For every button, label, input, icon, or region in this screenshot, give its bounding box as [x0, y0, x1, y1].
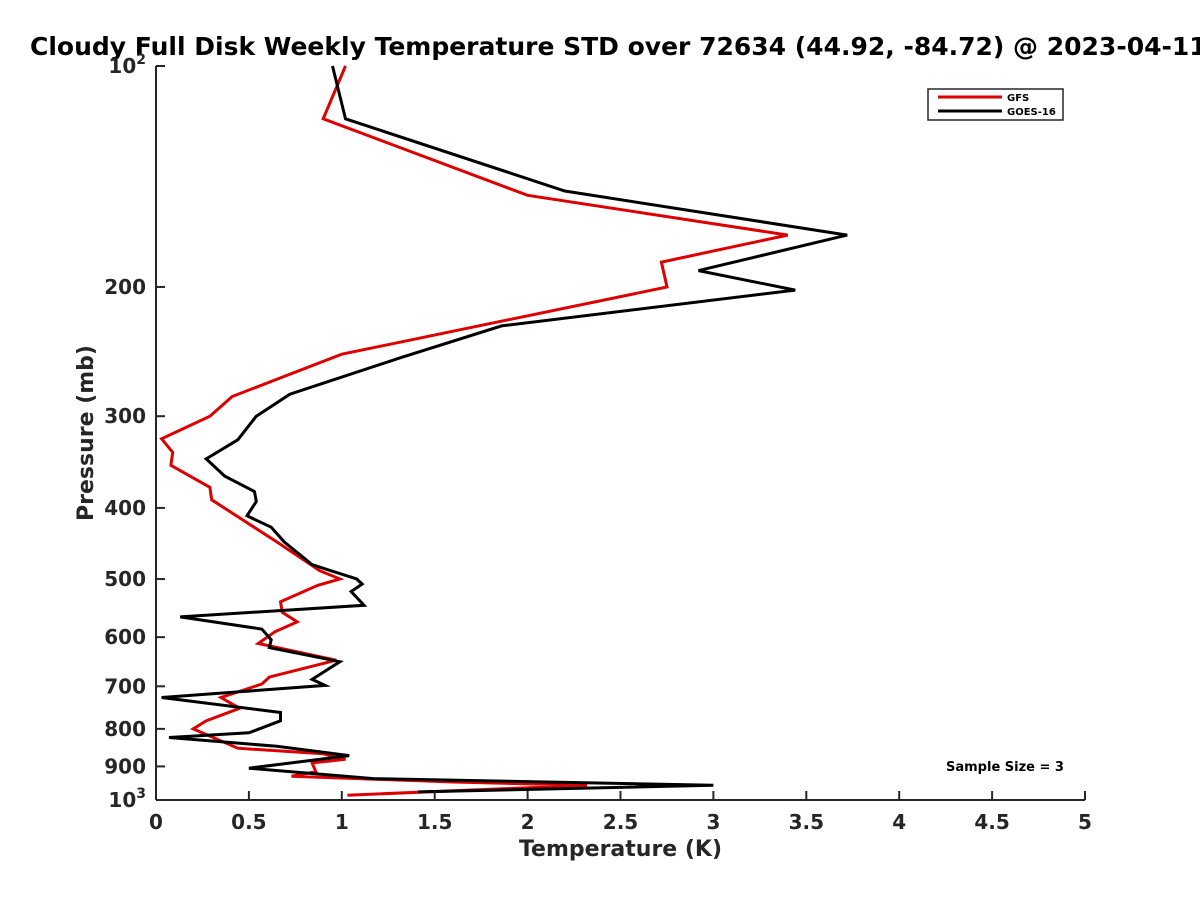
x-tick-label: 2.5 — [603, 810, 638, 834]
x-tick-label: 0.5 — [231, 810, 266, 834]
x-tick-label: 5 — [1078, 810, 1092, 834]
series-layer — [159, 65, 848, 797]
y-tick-label: 103 — [108, 786, 146, 812]
x-axis-label: Temperature (K) — [519, 837, 722, 862]
chart-title: Cloudy Full Disk Weekly Temperature STD … — [30, 32, 1200, 61]
y-tick-label: 800 — [104, 717, 146, 741]
x-tick-label: 4.5 — [974, 810, 1009, 834]
series-line-goes16 — [161, 65, 848, 794]
y-axis-ticks: 102 200 300 400 500 600 700 800 900 103 — [104, 52, 165, 812]
legend-box — [927, 88, 1064, 121]
y-tick-label: 600 — [104, 625, 146, 649]
x-tick-label: 2 — [521, 810, 535, 834]
legend-label-gfs: GFS — [1007, 93, 1029, 104]
sample-size-annotation: Sample Size = 3 — [946, 760, 1064, 775]
x-tick-label: 0 — [149, 810, 163, 834]
y-tick-label: 102 — [108, 52, 146, 78]
x-tick-label: 1 — [335, 810, 349, 834]
y-axis-label: Pressure (mb) — [74, 345, 99, 521]
x-tick-label: 4 — [892, 810, 906, 834]
legend: GFS GOES-16 — [927, 88, 1064, 121]
y-tick-label: 400 — [104, 496, 146, 520]
y-tick-label: 500 — [104, 567, 146, 591]
y-tick-label: 300 — [104, 404, 146, 428]
legend-label-goes16: GOES-16 — [1007, 107, 1056, 118]
x-tick-label: 3 — [706, 810, 720, 834]
x-tick-label: 1.5 — [417, 810, 452, 834]
series-line-gfs — [159, 65, 789, 797]
y-tick-label: 700 — [104, 674, 146, 698]
x-tick-label: 3.5 — [789, 810, 824, 834]
x-axis-ticks: 0 0.5 1 1.5 2 2.5 3 3.5 4 4.5 5 — [149, 791, 1092, 834]
y-tick-label: 200 — [104, 275, 146, 299]
y-tick-label: 900 — [104, 754, 146, 778]
